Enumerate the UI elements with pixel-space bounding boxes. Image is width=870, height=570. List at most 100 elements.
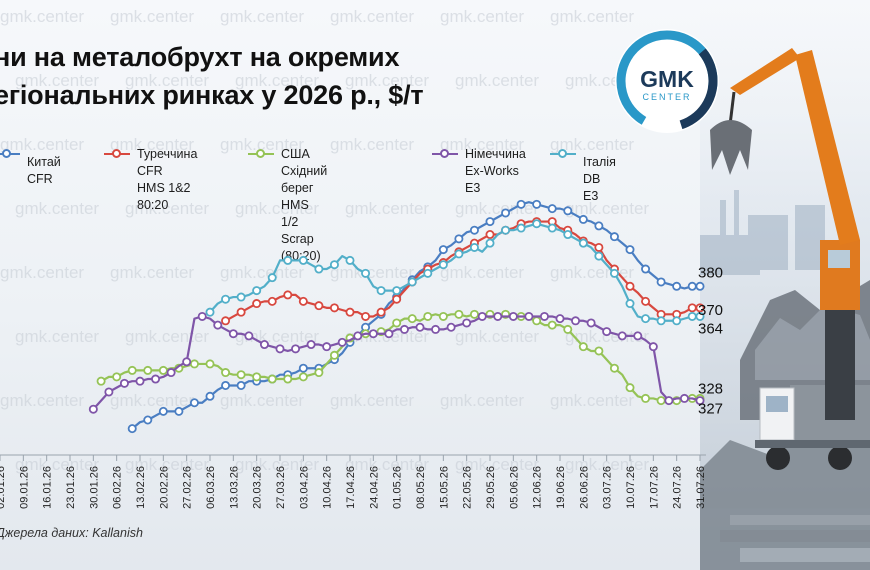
chart-title: ни на металобрухт на окремих егіональних…: [0, 42, 424, 110]
watermark-text: gmk.center: [455, 455, 539, 474]
data-point-germany: [337, 337, 347, 347]
watermark-text: gmk.center: [220, 391, 304, 410]
data-point-italy: [485, 238, 495, 248]
data-point-turkey: [329, 303, 339, 313]
x-tick-label: 22.05.26: [462, 466, 474, 509]
data-point-turkey: [641, 296, 651, 306]
data-point-china: [189, 398, 199, 408]
data-point-turkey: [361, 311, 371, 321]
x-tick-label: 20.02.26: [158, 466, 170, 509]
data-point-germany: [275, 344, 285, 354]
x-tick-label: 05.06.26: [508, 466, 520, 509]
data-point-germany: [695, 396, 705, 406]
watermark-text: gmk.center: [110, 7, 194, 26]
data-point-turkey: [298, 296, 308, 306]
x-tick-label: 30.01.26: [88, 466, 100, 509]
data-point-china: [298, 363, 308, 373]
data-point-italy: [469, 242, 479, 252]
data-point-italy: [656, 316, 666, 326]
x-tick-label: 27.03.26: [275, 466, 287, 509]
data-point-china: [454, 234, 464, 244]
data-point-turkey: [695, 303, 705, 313]
data-point-china: [174, 406, 184, 416]
watermark-text: gmk.center: [330, 7, 414, 26]
data-point-germany: [384, 329, 394, 339]
x-tick-label: 20.03.26: [252, 466, 264, 509]
watermark-text: gmk.center: [235, 71, 319, 90]
legend-marker-china: [0, 149, 20, 158]
series-usa: [96, 309, 705, 406]
watermark-text: gmk.center: [15, 327, 99, 346]
data-point-turkey: [267, 296, 277, 306]
watermark-text: gmk.center: [0, 135, 84, 154]
data-point-italy: [438, 260, 448, 270]
series-turkey: [221, 217, 705, 326]
data-point-germany: [353, 331, 363, 341]
x-tick-label: 13.03.26: [228, 466, 240, 509]
data-point-germany: [151, 374, 161, 384]
data-point-usa: [547, 320, 557, 330]
data-point-italy: [205, 307, 215, 317]
data-point-italy: [625, 299, 635, 309]
x-tick-label: 15.05.26: [438, 466, 450, 509]
data-point-italy: [532, 219, 542, 229]
data-point-germany: [617, 331, 627, 341]
watermark-text: gmk.center: [110, 135, 194, 154]
end-label-germany: 328: [698, 381, 723, 398]
x-tick-label: 09.01.26: [18, 466, 30, 509]
watermark-text: gmk.center: [235, 327, 319, 346]
data-point-italy: [298, 255, 308, 265]
data-point-usa: [158, 365, 168, 375]
watermark-text: gmk.center: [0, 7, 84, 26]
data-point-germany: [306, 340, 316, 350]
data-point-china: [236, 380, 246, 390]
data-point-germany: [586, 318, 596, 328]
legend-label-turkey: Туреччина CFR HMS 1&2 80:20: [137, 147, 198, 212]
data-point-italy: [345, 255, 355, 265]
data-point-italy: [516, 223, 526, 233]
data-point-usa: [438, 311, 448, 321]
data-point-china: [532, 199, 542, 209]
data-point-usa: [578, 342, 588, 352]
data-point-italy: [361, 268, 371, 278]
data-point-china: [687, 281, 697, 291]
data-point-china: [438, 245, 448, 255]
data-point-usa: [656, 396, 666, 406]
data-point-germany: [182, 357, 192, 367]
data-point-usa: [221, 368, 231, 378]
data-point-china: [625, 245, 635, 255]
data-point-germany: [571, 316, 581, 326]
data-point-germany: [228, 329, 238, 339]
data-point-italy: [329, 260, 339, 270]
x-tick-label: 13.02.26: [135, 466, 147, 509]
x-tick-label: 01.05.26: [392, 466, 404, 509]
data-point-usa: [252, 372, 262, 382]
data-point-germany: [524, 311, 534, 321]
gmk-center-logo: GMK CENTER: [615, 29, 719, 133]
x-tick-label: 06.03.26: [205, 466, 217, 509]
data-point-china: [485, 217, 495, 227]
data-point-italy: [221, 294, 231, 304]
data-point-usa: [314, 368, 324, 378]
data-point-turkey: [236, 307, 246, 317]
watermark-text: gmk.center: [345, 455, 429, 474]
watermark-text: gmk.center: [235, 455, 319, 474]
x-tick-label: 24.07.26: [672, 466, 684, 509]
x-tick-label: 24.04.26: [368, 466, 380, 509]
watermark-text: gmk.center: [220, 135, 304, 154]
end-label-china: 380: [698, 264, 723, 281]
x-tick-label: 27.02.26: [182, 466, 194, 509]
truck-graphic: [755, 385, 870, 470]
watermark-text: gmk.center: [550, 391, 634, 410]
data-point-turkey: [594, 242, 604, 252]
watermark-text: gmk.center: [440, 391, 524, 410]
data-point-germany: [259, 340, 269, 350]
watermark-text: gmk.center: [565, 199, 649, 218]
x-tick-label: 03.07.26: [602, 466, 614, 509]
x-tick-label: 16.01.26: [42, 466, 54, 509]
data-point-usa: [127, 365, 137, 375]
data-point-italy: [236, 292, 246, 302]
data-point-turkey: [252, 299, 262, 309]
data-point-germany: [446, 322, 456, 332]
